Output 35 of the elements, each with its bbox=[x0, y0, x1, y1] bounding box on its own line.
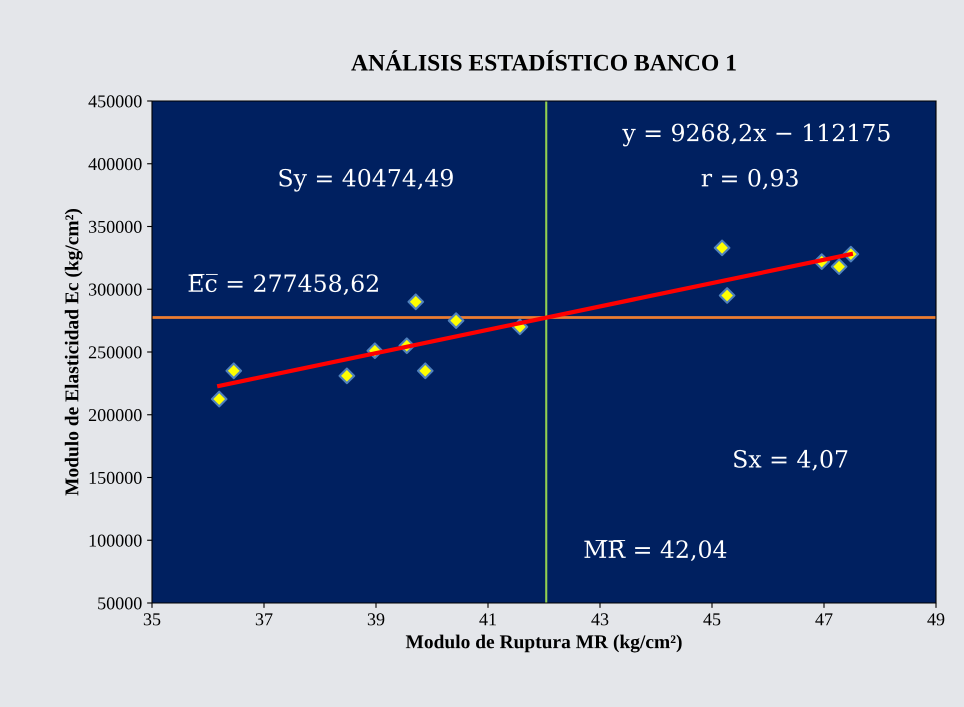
point bbox=[338, 368, 356, 384]
y-tick-label: 350000 bbox=[88, 220, 142, 233]
y-tick-label: 400000 bbox=[88, 158, 142, 170]
y-tick-label: 450000 bbox=[88, 95, 142, 108]
point bbox=[416, 362, 434, 380]
y-tick-label: 150000 bbox=[90, 472, 142, 484]
annotation: E̅c̅ = 277458,62 bbox=[188, 274, 378, 295]
x-tick-label: 37 bbox=[256, 613, 273, 626]
annotation: y = 9268,2x − 112175 bbox=[622, 124, 890, 146]
x-tick-label: 45 bbox=[703, 613, 720, 626]
y-tick-label: 100000 bbox=[90, 534, 142, 547]
annotation: Sy = 40474,49 bbox=[279, 168, 453, 192]
y-tick-label: 250000 bbox=[88, 346, 142, 358]
point bbox=[225, 362, 242, 380]
point bbox=[448, 312, 464, 329]
annotation: r = 0,93 bbox=[702, 168, 798, 190]
x-tick-label: 43 bbox=[591, 613, 608, 626]
x-tick-label: 47 bbox=[815, 613, 833, 626]
y-tick-label: 300000 bbox=[88, 284, 142, 296]
x-axis-title: Modulo de Ruptura MR (kg/cm²) bbox=[406, 634, 682, 652]
y-tick-label: 50000 bbox=[98, 597, 142, 610]
x-tick-label: 39 bbox=[368, 613, 384, 626]
x-tick-label: 35 bbox=[144, 613, 160, 626]
point bbox=[210, 390, 228, 408]
point bbox=[718, 287, 736, 304]
y-axis-title: Modulo de Elasticidad Ec (kg/cm²) bbox=[64, 208, 83, 496]
chart-title: ANÁLISIS ESTADÍSTICO BANCO 1 bbox=[351, 50, 736, 71]
annotation: M̅R̅ = 42,04 bbox=[584, 540, 726, 562]
x-tick-label: 49 bbox=[927, 613, 944, 626]
x-tick-label: 41 bbox=[479, 613, 496, 626]
point bbox=[830, 258, 848, 275]
y-tick-label: 200000 bbox=[88, 409, 142, 422]
point bbox=[407, 293, 424, 310]
point bbox=[714, 240, 730, 256]
annotation: Sx = 4,07 bbox=[734, 450, 848, 471]
